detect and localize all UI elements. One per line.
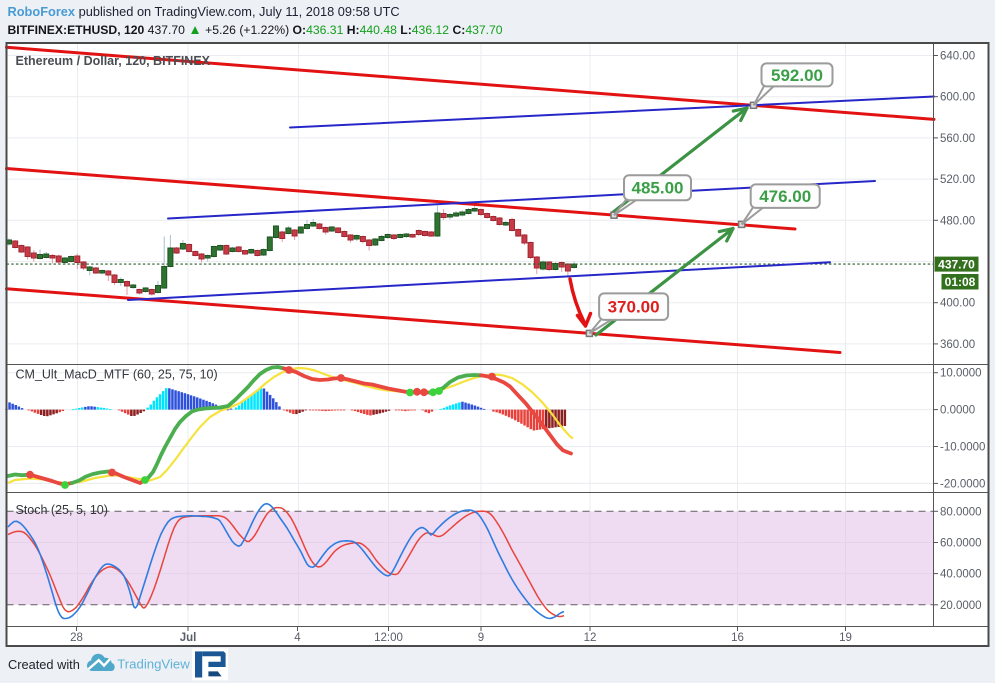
- svg-text:16: 16: [731, 632, 744, 644]
- svg-text:437.70: 437.70: [938, 257, 975, 271]
- svg-text:Jul: Jul: [180, 632, 197, 644]
- svg-text:640.00: 640.00: [940, 51, 975, 63]
- svg-text:600.00: 600.00: [940, 92, 975, 104]
- svg-text:Created with: Created with: [8, 657, 80, 672]
- svg-text:19: 19: [839, 632, 852, 644]
- svg-text:01:08: 01:08: [945, 275, 976, 289]
- svg-text:-10.0000: -10.0000: [940, 442, 985, 454]
- svg-text:0.0000: 0.0000: [940, 405, 975, 417]
- svg-text:592.00: 592.00: [771, 66, 823, 85]
- svg-text:480.00: 480.00: [940, 215, 975, 227]
- svg-text:400.00: 400.00: [940, 298, 975, 310]
- svg-text:BITFINEX:ETHUSD, 120 437.70 ▲: BITFINEX:ETHUSD, 120 437.70 ▲ +5.26 (+1.…: [8, 22, 503, 37]
- svg-text:RoboForex published on Trading: RoboForex published on TradingView.com, …: [8, 4, 400, 19]
- svg-text:520.00: 520.00: [940, 174, 975, 186]
- svg-text:TradingView: TradingView: [117, 657, 190, 672]
- svg-text:40.0000: 40.0000: [940, 569, 982, 581]
- svg-text:-20.0000: -20.0000: [940, 478, 985, 490]
- svg-text:Ethereum / Dollar, 120, BITFIN: Ethereum / Dollar, 120, BITFINEX: [16, 54, 211, 68]
- svg-text:485.00: 485.00: [632, 179, 684, 198]
- svg-text:Stoch (25, 5, 10): Stoch (25, 5, 10): [16, 503, 108, 517]
- svg-text:80.0000: 80.0000: [940, 506, 982, 518]
- svg-text:9: 9: [478, 632, 484, 644]
- svg-text:560.00: 560.00: [940, 133, 975, 145]
- svg-text:360.00: 360.00: [940, 339, 975, 351]
- svg-text:20.0000: 20.0000: [940, 600, 982, 612]
- svg-text:10.0000: 10.0000: [940, 368, 982, 380]
- svg-text:60.0000: 60.0000: [940, 538, 982, 550]
- svg-text:28: 28: [70, 632, 83, 644]
- svg-text:476.00: 476.00: [759, 187, 811, 206]
- svg-text:4: 4: [294, 632, 301, 644]
- svg-text:12: 12: [584, 632, 597, 644]
- svg-text:370.00: 370.00: [608, 298, 660, 317]
- svg-text:CM_Ult_MacD_MTF (60, 25, 75, 1: CM_Ult_MacD_MTF (60, 25, 75, 10): [16, 368, 218, 382]
- svg-text:12:00: 12:00: [374, 632, 403, 644]
